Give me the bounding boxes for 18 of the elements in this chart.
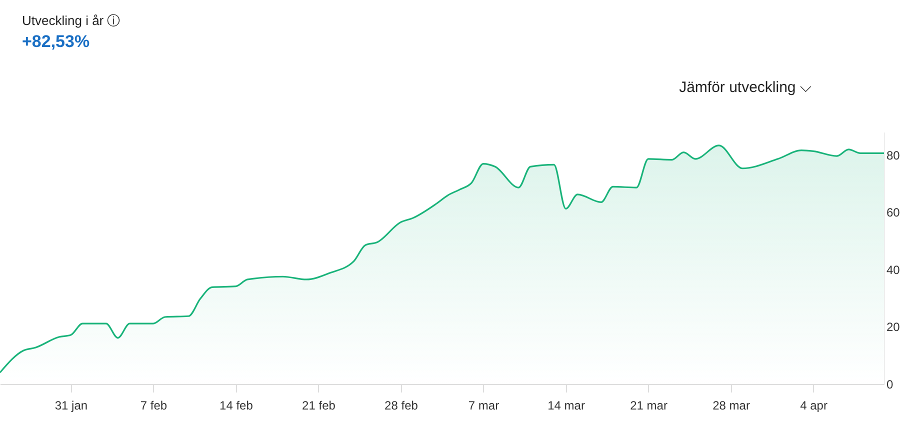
x-tick-label: 28 mar — [712, 398, 750, 412]
text: Jämför utveckling ⌵ — [679, 79, 812, 96]
x-tick-label: 31 jan — [54, 398, 88, 412]
chart-title: Utveckling i år ⓘ — [22, 13, 120, 28]
x-tick-label: 28 feb — [384, 398, 418, 412]
x-tick-label: 21 feb — [302, 398, 336, 412]
y-tick-label: 20 — [886, 320, 900, 334]
x-tick-label: 7 mar — [468, 398, 500, 412]
x-tick-label: 14 mar — [548, 398, 585, 412]
y-tick-label: 80 — [886, 148, 900, 162]
y-tick-label: 40 — [886, 262, 900, 277]
y-tick-label: 60 — [886, 206, 900, 220]
y-tick-label: 0 — [886, 378, 894, 392]
x-tick-label: 21 mar — [630, 398, 668, 412]
x-tick-label: 7 feb — [140, 398, 168, 412]
x-tick-label: 14 feb — [220, 398, 254, 412]
chart-subtitle: +82,53% — [22, 32, 90, 51]
x-tick-label: 4 apr — [800, 398, 828, 412]
